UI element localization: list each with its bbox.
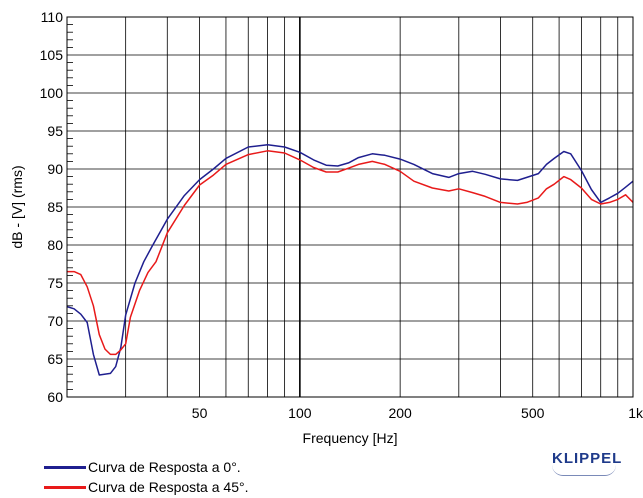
legend-label-0: Curva de Resposta a 0°. (88, 459, 241, 475)
x-tick-label: 50 (192, 405, 208, 421)
series-layer (66, 143, 634, 376)
series-line-0 (66, 143, 634, 376)
logo-arc (552, 465, 616, 476)
y-tick-label: 80 (47, 237, 63, 253)
y-tick-label: 110 (41, 9, 64, 25)
legend-label-1: Curva de Resposta a 45°. (88, 479, 249, 495)
y-tick-label: 65 (47, 351, 63, 367)
legend-item-0: Curva de Resposta a 0°. (44, 457, 248, 477)
legend: Curva de Resposta a 0°. Curva de Respost… (44, 457, 248, 497)
x-tick-label: 100 (288, 405, 312, 421)
y-tick-label: 105 (40, 47, 64, 63)
plot-border (66, 16, 634, 398)
x-axis-title: Frequency [Hz] (303, 430, 398, 446)
grid (67, 17, 633, 397)
series-line-1 (67, 150, 634, 356)
y-tick-label: 75 (47, 275, 63, 291)
y-tick-label: 85 (47, 199, 63, 215)
legend-swatch-1 (44, 485, 86, 489)
y-tick-label: 90 (47, 161, 63, 177)
y-tick-label: 60 (47, 389, 63, 405)
y-tick-label: 95 (47, 123, 63, 139)
logo-text: KLIPPEL (552, 450, 623, 467)
klippel-logo: KLIPPEL (552, 450, 623, 476)
x-tick-label: 200 (388, 405, 412, 421)
y-tick-label: 70 (47, 313, 63, 329)
y-axis-title: dB - [V] (rms) (9, 165, 25, 248)
x-tick-label: 500 (521, 405, 545, 421)
legend-swatch-0 (44, 465, 86, 469)
legend-item-1: Curva de Resposta a 45°. (44, 477, 248, 497)
y-tick-label: 100 (40, 85, 64, 101)
x-tick-label: 1k (628, 405, 643, 421)
axis-ticks: 60 65 70 75 80 85 90 95 100 105 110 50 100 200 500 1k (40, 9, 643, 421)
